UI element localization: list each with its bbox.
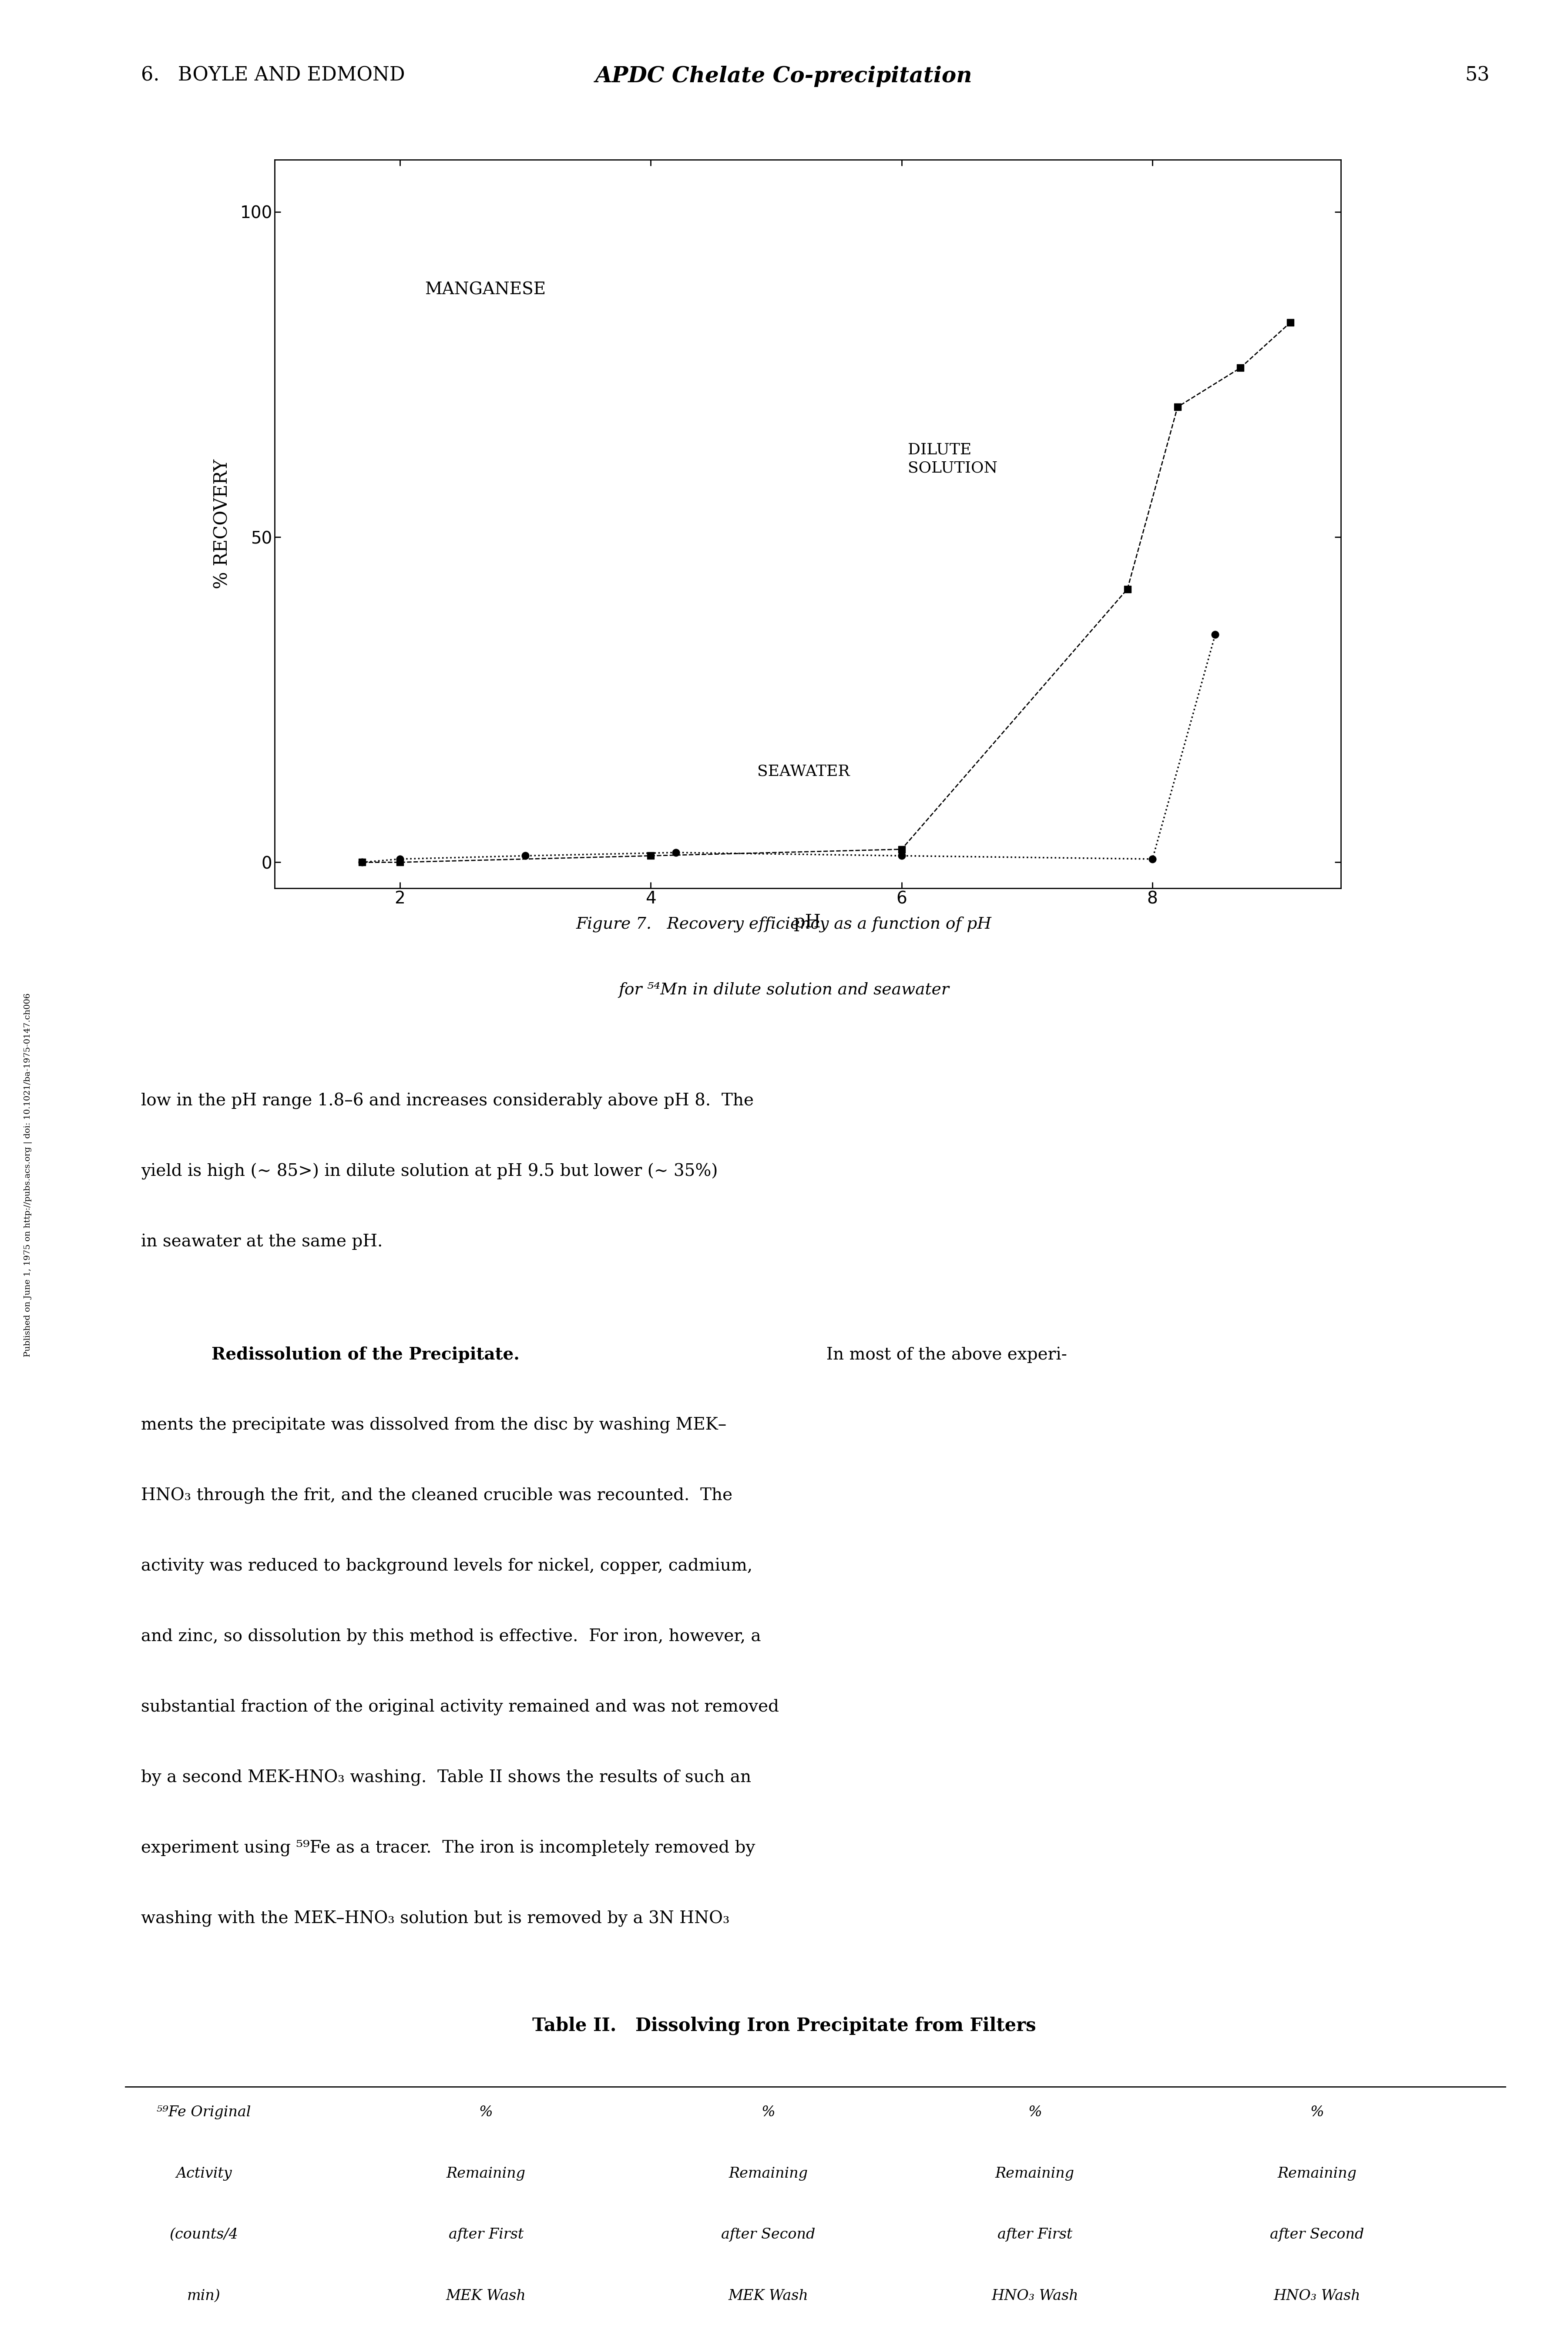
- Text: yield is high (∼ 85>) in dilute solution at pH 9.5 but lower (∼ 35%): yield is high (∼ 85>) in dilute solution…: [141, 1163, 718, 1180]
- Text: HNO₃ Wash: HNO₃ Wash: [991, 2289, 1079, 2303]
- Text: HNO₃ through the frit, and the cleaned crucible was recounted.  The: HNO₃ through the frit, and the cleaned c…: [141, 1488, 732, 1504]
- Text: (counts/4: (counts/4: [169, 2228, 238, 2242]
- Text: Published on June 1, 1975 on http://pubs.acs.org | doi: 10.1021/ba-1975-0147.ch0: Published on June 1, 1975 on http://pubs…: [24, 994, 33, 1356]
- Text: Remaining: Remaining: [996, 2167, 1074, 2181]
- Text: MANGANESE: MANGANESE: [425, 282, 546, 298]
- Text: and zinc, so dissolution by this method is effective.  For iron, however, a: and zinc, so dissolution by this method …: [141, 1629, 760, 1645]
- Text: activity was reduced to background levels for nickel, copper, cadmium,: activity was reduced to background level…: [141, 1558, 753, 1575]
- Text: In most of the above experi-: In most of the above experi-: [815, 1347, 1066, 1363]
- Text: 53: 53: [1465, 66, 1490, 85]
- Text: after First: after First: [997, 2228, 1073, 2242]
- Text: %: %: [1311, 2106, 1323, 2120]
- Text: after Second: after Second: [1270, 2228, 1364, 2242]
- Text: low in the pH range 1.8–6 and increases considerably above pH 8.  The: low in the pH range 1.8–6 and increases …: [141, 1093, 754, 1109]
- Text: Remaining: Remaining: [729, 2167, 808, 2181]
- Text: SEAWATER: SEAWATER: [757, 764, 850, 778]
- Text: HNO₃ Wash: HNO₃ Wash: [1273, 2289, 1361, 2303]
- Text: by a second MEK-HNO₃ washing.  Table II shows the results of such an: by a second MEK-HNO₃ washing. Table II s…: [141, 1770, 751, 1786]
- Text: MEK Wash: MEK Wash: [728, 2289, 809, 2303]
- Text: Redissolution of the Precipitate.: Redissolution of the Precipitate.: [212, 1347, 519, 1363]
- Text: %: %: [762, 2106, 775, 2120]
- Text: DILUTE
SOLUTION: DILUTE SOLUTION: [908, 442, 997, 475]
- Text: 6.   BOYLE AND EDMOND: 6. BOYLE AND EDMOND: [141, 66, 405, 85]
- Text: %: %: [480, 2106, 492, 2120]
- Text: min): min): [187, 2289, 221, 2303]
- Text: ments the precipitate was dissolved from the disc by washing MEK–: ments the precipitate was dissolved from…: [141, 1417, 726, 1434]
- Text: MEK Wash: MEK Wash: [445, 2289, 527, 2303]
- Y-axis label: % RECOVERY: % RECOVERY: [213, 458, 232, 590]
- Text: %: %: [1029, 2106, 1041, 2120]
- Text: substantial fraction of the original activity remained and was not removed: substantial fraction of the original act…: [141, 1699, 779, 1716]
- Text: Activity: Activity: [176, 2167, 232, 2181]
- Text: Remaining: Remaining: [447, 2167, 525, 2181]
- Text: after First: after First: [448, 2228, 524, 2242]
- Text: for ⁵⁴Mn in dilute solution and seawater: for ⁵⁴Mn in dilute solution and seawater: [619, 982, 949, 999]
- Text: Table II.   Dissolving Iron Precipitate from Filters: Table II. Dissolving Iron Precipitate fr…: [532, 2016, 1036, 2035]
- Text: in seawater at the same pH.: in seawater at the same pH.: [141, 1234, 383, 1250]
- Text: experiment using ⁵⁹Fe as a tracer.  The iron is incompletely removed by: experiment using ⁵⁹Fe as a tracer. The i…: [141, 1840, 756, 1856]
- Text: APDC Chelate Co-precipitation: APDC Chelate Co-precipitation: [596, 66, 972, 87]
- X-axis label: pH: pH: [793, 914, 822, 931]
- Text: washing with the MEK–HNO₃ solution but is removed by a 3N HNO₃: washing with the MEK–HNO₃ solution but i…: [141, 1911, 729, 1927]
- Text: Remaining: Remaining: [1278, 2167, 1356, 2181]
- Text: after Second: after Second: [721, 2228, 815, 2242]
- Text: ⁵⁹Fe Original: ⁵⁹Fe Original: [157, 2106, 251, 2120]
- Text: Figure 7.   Recovery efficiency as a function of pH: Figure 7. Recovery efficiency as a funct…: [575, 916, 993, 933]
